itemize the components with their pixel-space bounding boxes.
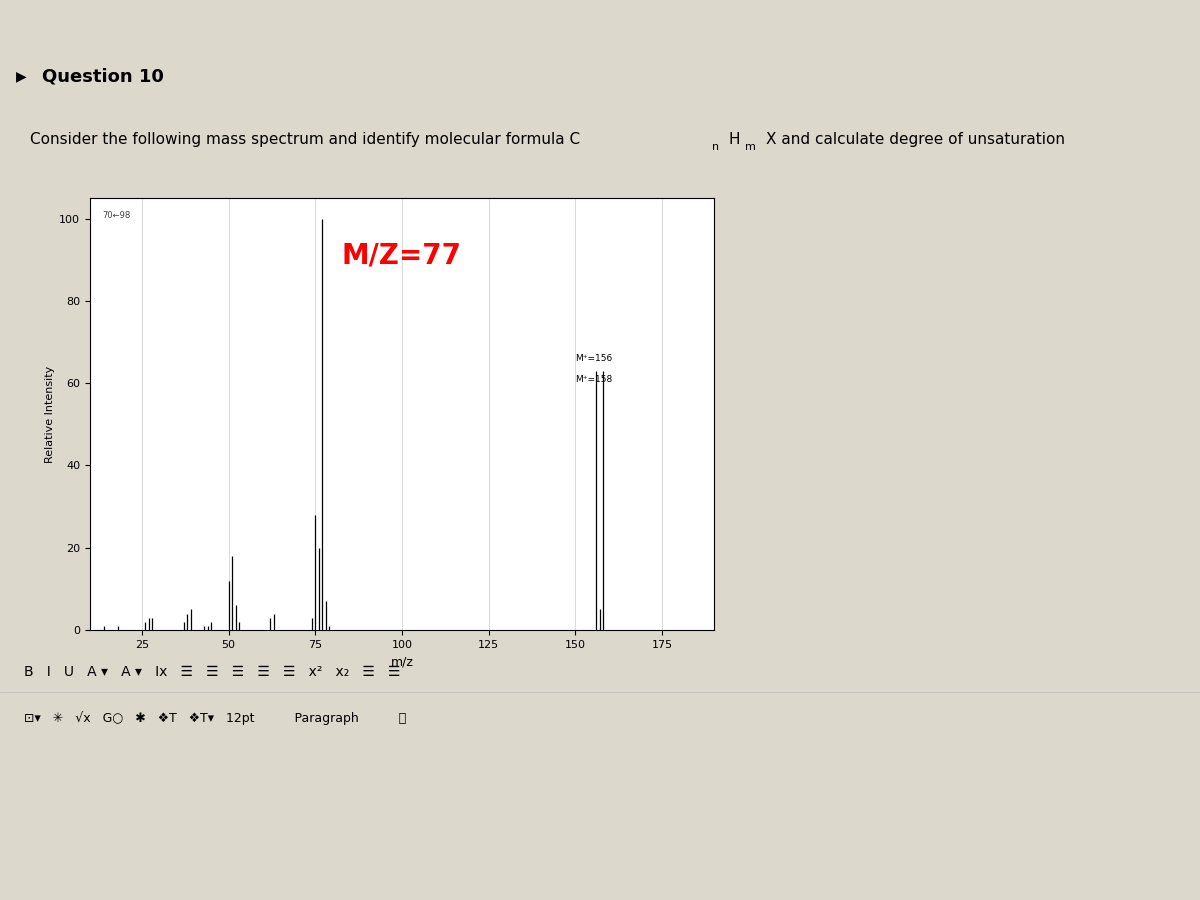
Text: M⁺=158: M⁺=158 xyxy=(575,375,612,384)
X-axis label: m/z: m/z xyxy=(390,655,414,669)
Text: ▶: ▶ xyxy=(17,69,26,84)
Text: Consider the following mass spectrum and identify molecular formula C: Consider the following mass spectrum and… xyxy=(30,132,580,148)
Text: X and calculate degree of unsaturation: X and calculate degree of unsaturation xyxy=(766,132,1064,148)
Text: ⊡▾   ✳   √x   G○   ✱   ❖T   ❖T▾   12pt          Paragraph          ⓘ: ⊡▾ ✳ √x G○ ✱ ❖T ❖T▾ 12pt Paragraph ⓘ xyxy=(24,712,407,725)
Y-axis label: Relative Intensity: Relative Intensity xyxy=(46,365,55,463)
Text: M/Z=77: M/Z=77 xyxy=(342,241,462,269)
Text: H: H xyxy=(728,132,740,148)
Text: M⁺=156: M⁺=156 xyxy=(575,355,612,364)
Text: B   I   U   A ▾   A ▾   Ix   ☰   ☰   ☰   ☰   ☰   x²   x₂   ☰   ☰: B I U A ▾ A ▾ Ix ☰ ☰ ☰ ☰ ☰ x² x₂ ☰ ☰ xyxy=(24,665,401,679)
Text: m: m xyxy=(745,142,756,152)
Text: 70←98: 70←98 xyxy=(102,211,131,220)
Text: Question 10: Question 10 xyxy=(42,68,164,86)
Text: n: n xyxy=(712,142,719,152)
